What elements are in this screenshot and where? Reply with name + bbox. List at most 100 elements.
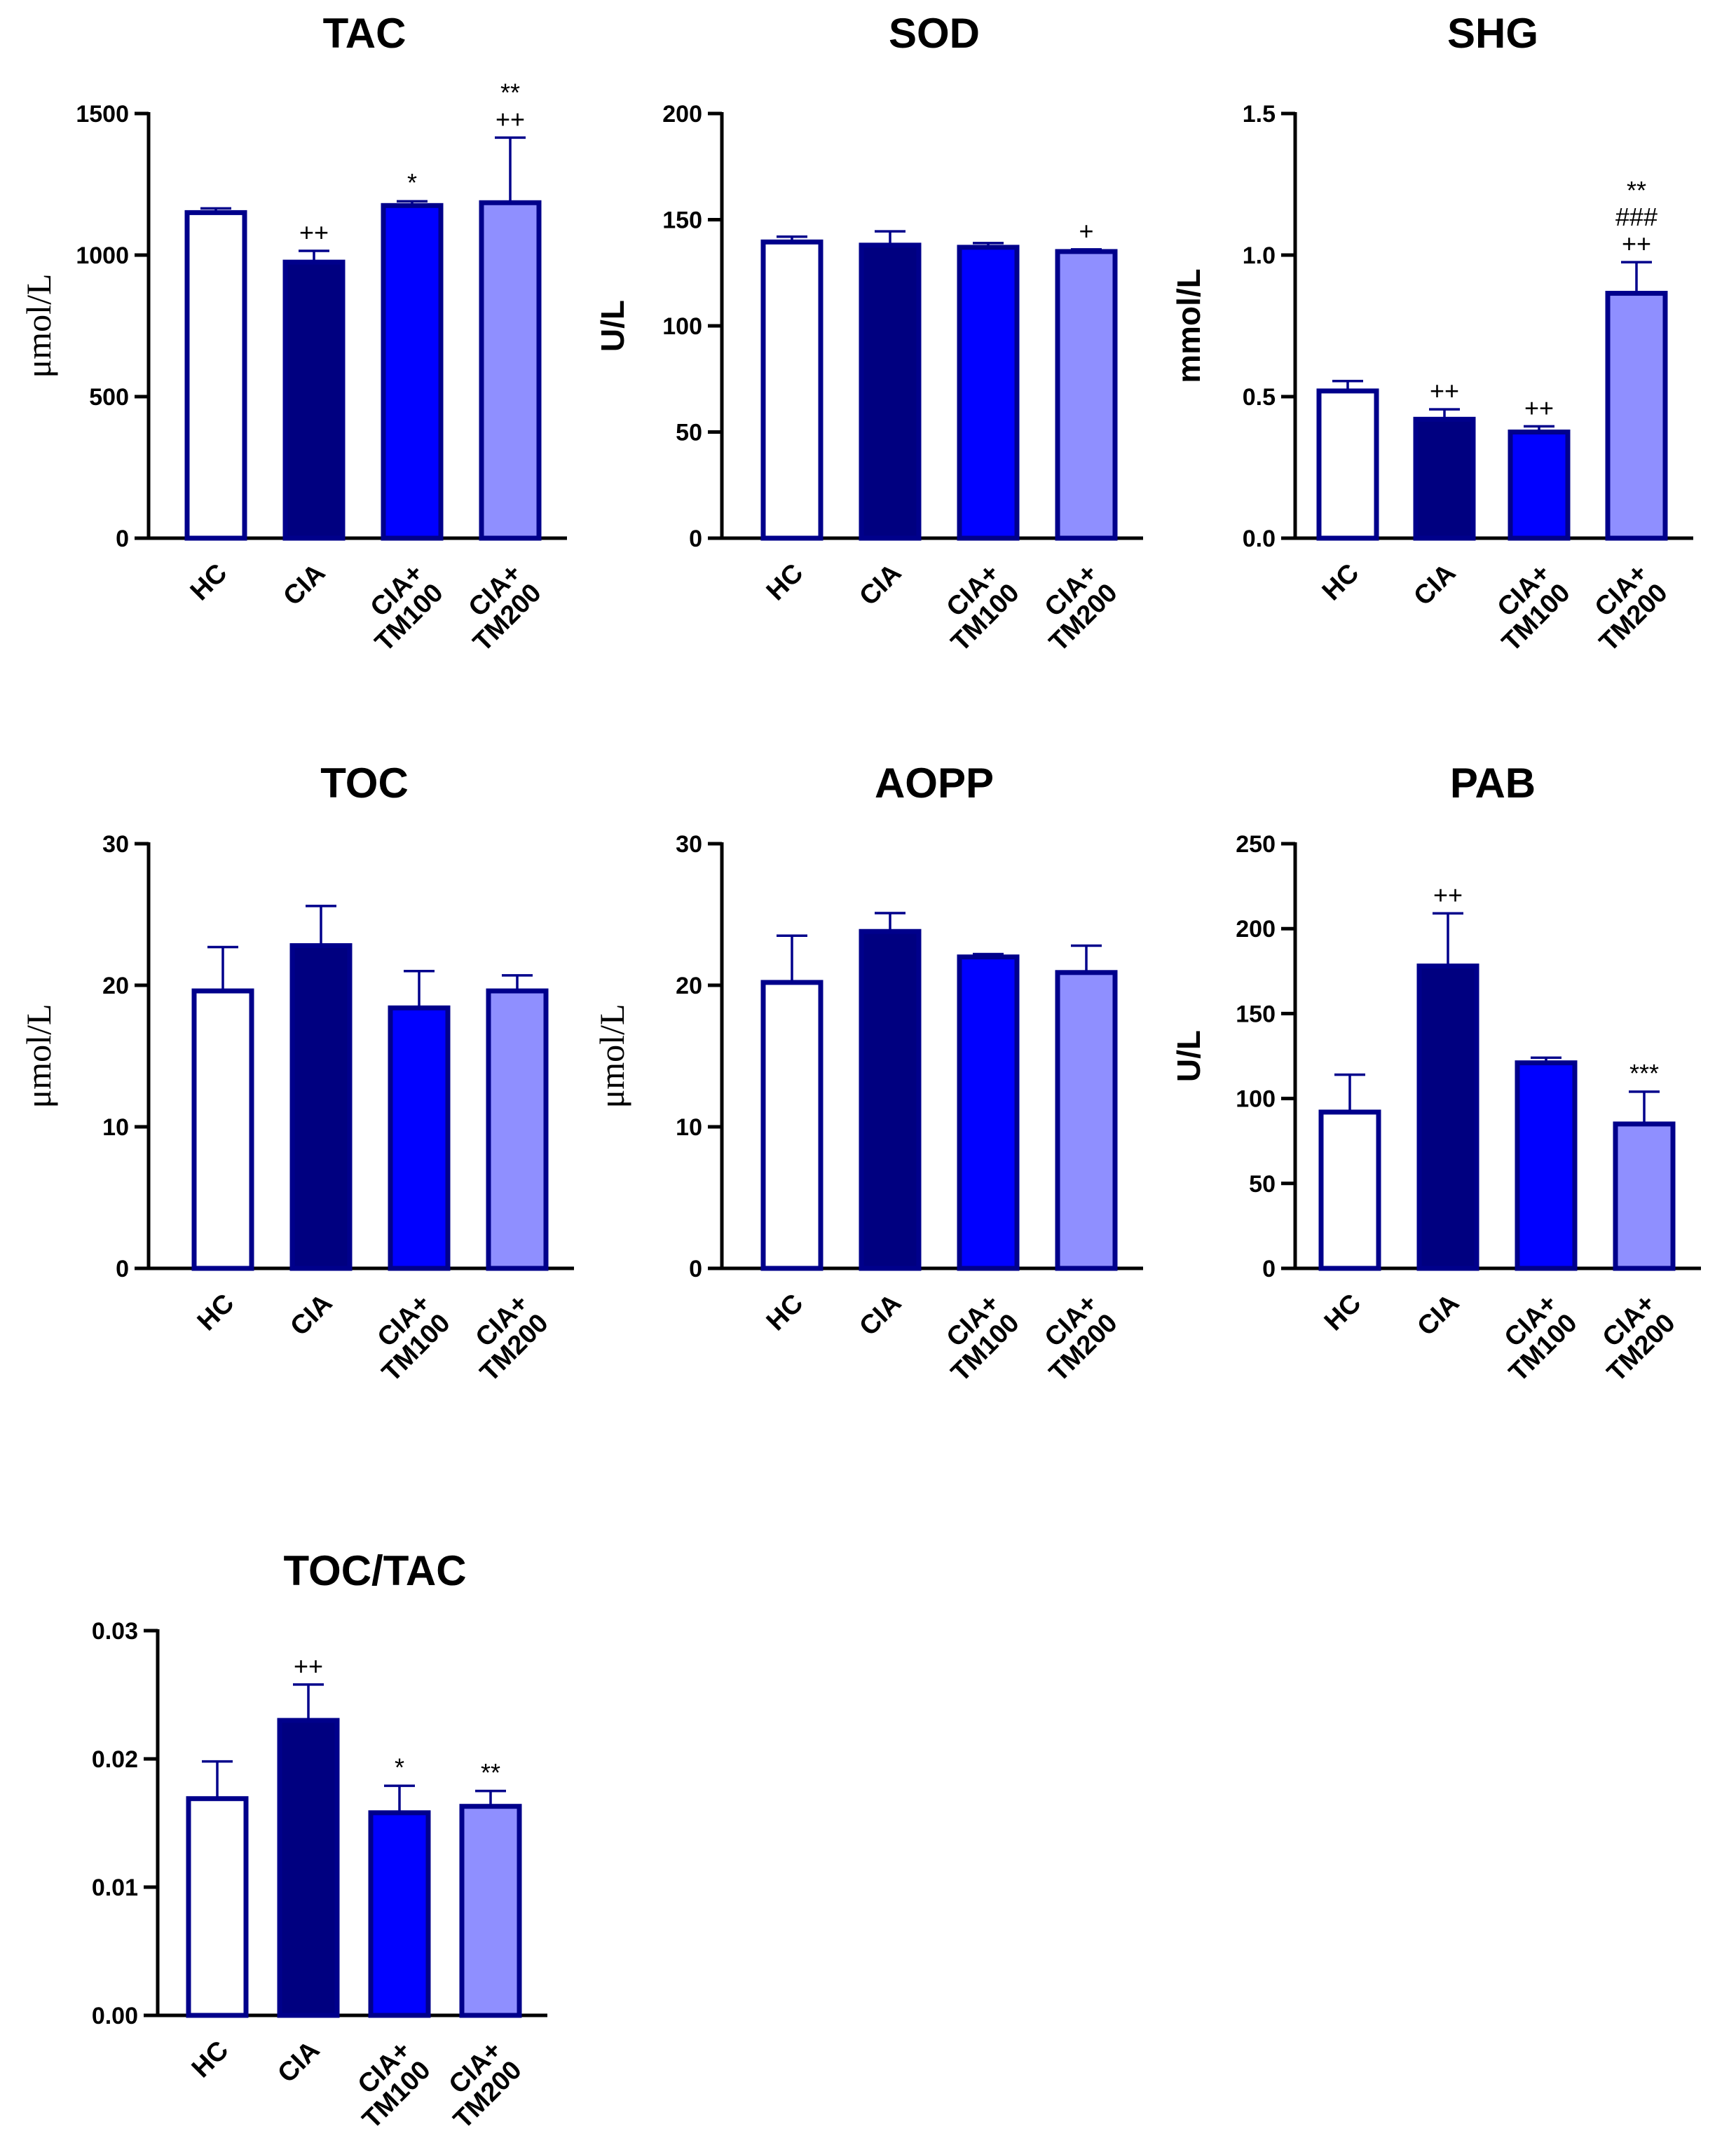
y-tick-label: 100 bbox=[1236, 1086, 1276, 1113]
x-tick-label: CIA bbox=[854, 1289, 907, 1342]
y-tick-label: 1500 bbox=[76, 101, 129, 128]
significance-marker: ** bbox=[1627, 176, 1646, 205]
bar-cia-tm100 bbox=[957, 245, 1020, 541]
x-tick-label-line: CIA bbox=[1412, 1289, 1465, 1342]
chart-panel-sod: SOD U/L 0 50 100 150 200 HC CIA CIA+TM100 + CIA+TM2… bbox=[594, 10, 1143, 657]
y-tick-label: 0.01 bbox=[92, 1875, 138, 1901]
x-tick-label: HC bbox=[185, 559, 233, 607]
x-tick-label: HC bbox=[1319, 1289, 1367, 1337]
bar-hc bbox=[760, 239, 823, 541]
y-tick-label: 1.0 bbox=[1243, 242, 1276, 269]
chart-panel-toc-tac: TOC/TAC 0.00 0.01 0.02 0.03 HC ++ CIA * CIA+TM100… bbox=[92, 1547, 547, 2134]
x-tick-label: CIA+TM200 bbox=[1024, 559, 1123, 658]
significance-marker: ** bbox=[481, 1758, 500, 1787]
y-tick-label: 0.5 bbox=[1243, 384, 1276, 411]
x-tick-label: CIA bbox=[1408, 559, 1461, 612]
x-tick-label: CIA+TM100 bbox=[1477, 559, 1576, 658]
significance-marker: * bbox=[407, 168, 417, 197]
bar-cia bbox=[1416, 964, 1479, 1271]
bar-cia-tm200 bbox=[1605, 291, 1668, 541]
y-axis-label: mmol/L bbox=[1170, 268, 1207, 383]
x-tick-label: CIA+TM200 bbox=[455, 1289, 554, 1388]
chart-title: TOC/TAC bbox=[283, 1547, 466, 1594]
x-tick-label-line: CIA bbox=[278, 559, 331, 612]
significance-marker: ++ bbox=[1622, 229, 1651, 258]
y-tick-label: 100 bbox=[662, 313, 702, 340]
x-tick-label: HC bbox=[1317, 559, 1365, 607]
bar-cia bbox=[282, 259, 346, 541]
x-tick-label: CIA+TM100 bbox=[926, 1289, 1025, 1388]
y-axis-label: μmol/L bbox=[19, 273, 58, 378]
y-tick-label: 10 bbox=[102, 1114, 129, 1141]
x-tick-label: CIA+TM200 bbox=[428, 2036, 528, 2135]
y-tick-label: 0.02 bbox=[92, 1746, 138, 1773]
significance-marker: ++ bbox=[495, 104, 525, 133]
bar-cia-tm200 bbox=[1055, 249, 1118, 541]
significance-marker: ++ bbox=[294, 1652, 323, 1680]
y-tick-label: 20 bbox=[102, 973, 129, 999]
bar-cia-tm200 bbox=[486, 988, 549, 1271]
x-tick-label: CIA bbox=[278, 559, 331, 612]
y-tick-label: 10 bbox=[676, 1114, 702, 1141]
x-tick-label-line: CIA bbox=[272, 2036, 325, 2089]
y-axis-label: μmol/L bbox=[19, 1003, 58, 1108]
y-tick-label: 50 bbox=[676, 420, 702, 446]
x-tick-label: HC bbox=[192, 1289, 240, 1337]
bar-cia-tm200 bbox=[459, 1804, 522, 2018]
bar-cia-tm100 bbox=[388, 1005, 451, 1271]
x-tick-label-line: CIA bbox=[854, 1289, 907, 1342]
y-tick-label: 0 bbox=[1262, 1256, 1276, 1282]
y-axis-label: U/L bbox=[594, 300, 631, 352]
x-tick-label-line: CIA bbox=[285, 1289, 338, 1342]
bar-cia-tm100 bbox=[1508, 430, 1571, 541]
bar-hc bbox=[184, 210, 247, 541]
bar-cia-tm100 bbox=[381, 203, 444, 541]
bar-cia-tm100 bbox=[957, 954, 1020, 1271]
chart-title: TOC bbox=[320, 760, 409, 807]
significance-marker: ** bbox=[500, 78, 520, 107]
significance-marker: ++ bbox=[1524, 393, 1554, 422]
significance-marker: * bbox=[395, 1753, 404, 1781]
x-tick-label: CIA+TM100 bbox=[337, 2036, 437, 2135]
y-axis-label: U/L bbox=[1170, 1030, 1207, 1082]
x-tick-label-line: HC bbox=[1319, 1289, 1367, 1337]
significance-marker: ++ bbox=[299, 218, 329, 247]
bar-cia-tm200 bbox=[479, 200, 542, 541]
significance-marker: ++ bbox=[1433, 880, 1463, 909]
x-tick-label: CIA+TM200 bbox=[1574, 559, 1674, 658]
y-tick-label: 200 bbox=[1236, 916, 1276, 943]
chart-title: AOPP bbox=[875, 760, 994, 807]
bar-cia-tm200 bbox=[1055, 970, 1118, 1271]
chart-panel-toc: TOC μmol/L 0 10 20 30 HC CIA CIA+TM100 CIA+TM200 bbox=[19, 760, 574, 1387]
bar-hc bbox=[760, 980, 823, 1271]
bar-cia bbox=[859, 242, 922, 541]
x-tick-label-line: HC bbox=[185, 559, 233, 607]
x-tick-label: CIA+TM100 bbox=[357, 1289, 456, 1388]
x-tick-label: CIA+TM200 bbox=[1582, 1289, 1681, 1388]
chart-title: TAC bbox=[323, 10, 406, 57]
x-tick-label-line: CIA bbox=[854, 559, 907, 612]
x-tick-label: CIA+TM200 bbox=[448, 559, 547, 658]
bar-hc bbox=[1316, 388, 1379, 541]
bar-cia bbox=[277, 1718, 340, 2018]
x-tick-label: CIA+TM100 bbox=[1484, 1289, 1583, 1388]
y-axis-label: μmol/L bbox=[592, 1003, 631, 1108]
bar-cia bbox=[289, 943, 353, 1271]
y-tick-label: 500 bbox=[89, 384, 129, 411]
y-tick-label: 150 bbox=[1236, 1001, 1276, 1027]
bar-cia-tm100 bbox=[1515, 1060, 1578, 1271]
chart-panel-shg: SHG mmol/L 0.0 0.5 1.0 1.5 HC ++ CIA ++ CIA+TM100 +… bbox=[1170, 10, 1693, 657]
y-tick-label: 0.03 bbox=[92, 1618, 138, 1645]
bar-hc bbox=[1318, 1109, 1381, 1271]
bar-cia-tm200 bbox=[1613, 1121, 1676, 1271]
bar-hc bbox=[191, 988, 254, 1271]
x-tick-label: HC bbox=[761, 559, 809, 607]
x-tick-label-line: HC bbox=[1317, 559, 1365, 607]
y-tick-label: 1000 bbox=[76, 242, 129, 269]
x-tick-label: CIA bbox=[854, 559, 907, 612]
x-tick-label-line: HC bbox=[761, 1289, 809, 1337]
y-tick-label: 0 bbox=[116, 1256, 129, 1282]
bar-cia-tm100 bbox=[368, 1810, 431, 2018]
x-tick-label: CIA bbox=[1412, 1289, 1465, 1342]
